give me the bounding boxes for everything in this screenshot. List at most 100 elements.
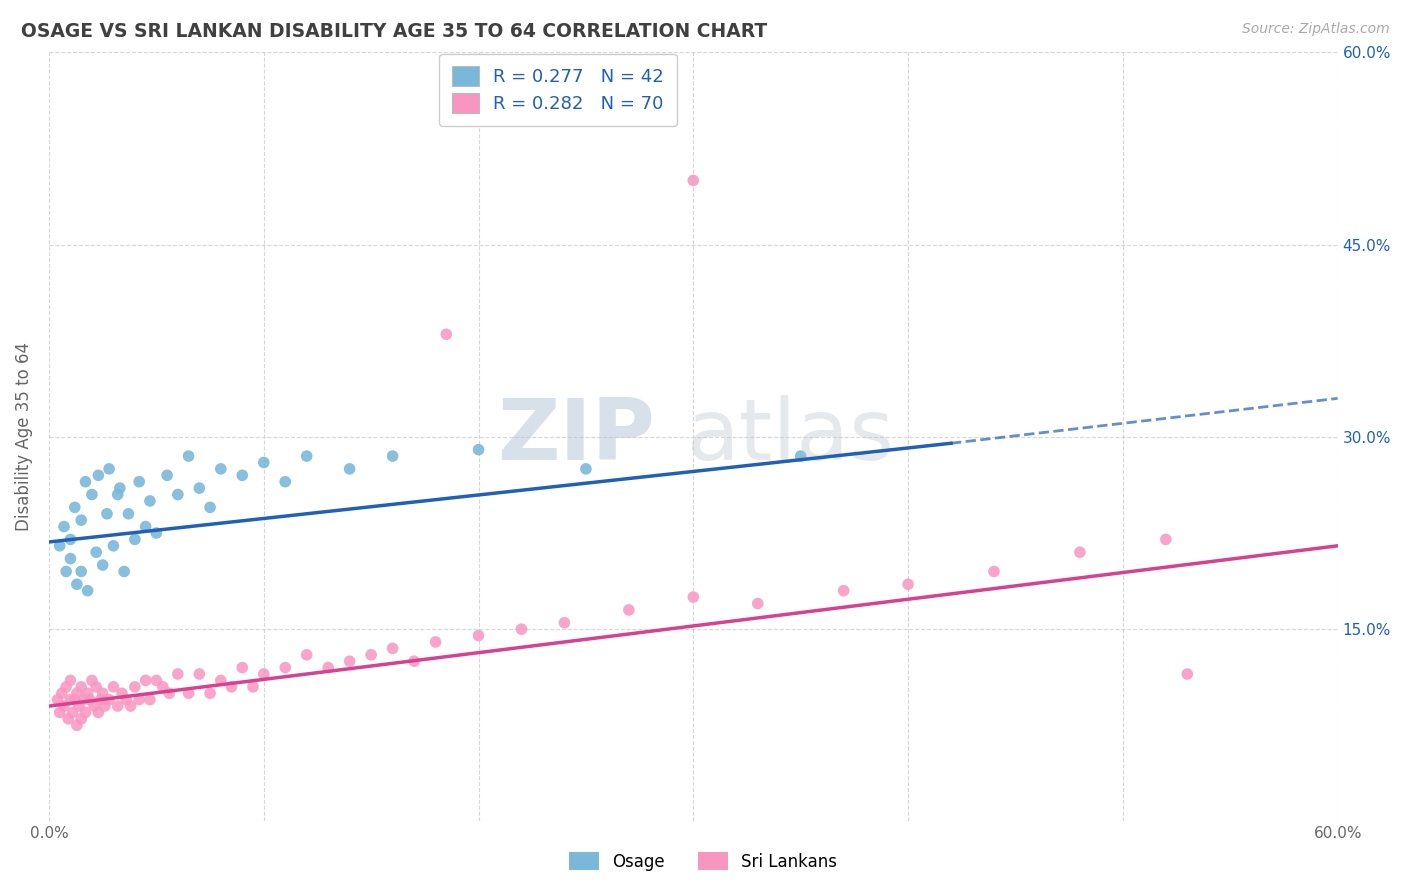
Point <box>253 667 276 681</box>
Point <box>53 519 76 533</box>
Point <box>76 583 98 598</box>
Point <box>124 680 146 694</box>
Point <box>59 673 82 688</box>
Point <box>62 706 84 720</box>
Point <box>87 706 110 720</box>
Point <box>128 475 150 489</box>
Point <box>135 519 157 533</box>
Point <box>91 686 114 700</box>
Text: atlas: atlas <box>688 395 894 478</box>
Point <box>221 680 243 694</box>
Point <box>107 699 129 714</box>
Point <box>231 468 253 483</box>
Point <box>1069 545 1091 559</box>
Point <box>156 468 179 483</box>
Point <box>682 173 704 187</box>
Point <box>145 673 167 688</box>
Point <box>166 667 188 681</box>
Point <box>339 654 361 668</box>
Point <box>63 500 86 515</box>
Point <box>274 660 297 674</box>
Point <box>76 686 98 700</box>
Point <box>339 462 361 476</box>
Point <box>53 699 76 714</box>
Point <box>63 692 86 706</box>
Legend: R = 0.277   N = 42, R = 0.282   N = 70: R = 0.277 N = 42, R = 0.282 N = 70 <box>439 54 676 126</box>
Point <box>70 565 93 579</box>
Point <box>107 487 129 501</box>
Y-axis label: Disability Age 35 to 64: Disability Age 35 to 64 <box>15 343 32 532</box>
Point <box>75 475 97 489</box>
Point <box>98 692 121 706</box>
Point <box>83 699 105 714</box>
Point <box>117 507 139 521</box>
Point <box>177 686 200 700</box>
Point <box>188 481 211 495</box>
Point <box>553 615 575 630</box>
Point <box>55 680 77 694</box>
Point <box>75 706 97 720</box>
Point <box>381 449 404 463</box>
Point <box>80 487 103 501</box>
Point <box>381 641 404 656</box>
Point <box>70 513 93 527</box>
Point <box>79 692 101 706</box>
Point <box>198 500 221 515</box>
Point <box>70 680 93 694</box>
Point <box>94 699 117 714</box>
Point <box>51 686 73 700</box>
Point <box>747 597 769 611</box>
Point <box>789 449 811 463</box>
Point <box>112 565 135 579</box>
Point <box>59 692 82 706</box>
Point <box>59 551 82 566</box>
Text: Source: ZipAtlas.com: Source: ZipAtlas.com <box>1241 22 1389 37</box>
Point <box>295 449 318 463</box>
Point <box>124 533 146 547</box>
Point <box>120 699 142 714</box>
Point <box>145 526 167 541</box>
Point <box>360 648 382 662</box>
Point <box>48 539 70 553</box>
Point <box>46 692 69 706</box>
Point <box>177 449 200 463</box>
Point <box>89 692 111 706</box>
Point <box>316 660 339 674</box>
Point <box>128 692 150 706</box>
Point <box>103 539 125 553</box>
Point <box>295 648 318 662</box>
Point <box>575 462 598 476</box>
Text: OSAGE VS SRI LANKAN DISABILITY AGE 35 TO 64 CORRELATION CHART: OSAGE VS SRI LANKAN DISABILITY AGE 35 TO… <box>21 22 768 41</box>
Point <box>617 603 640 617</box>
Point <box>467 629 489 643</box>
Point <box>425 635 447 649</box>
Point <box>188 667 211 681</box>
Point <box>157 686 180 700</box>
Point <box>274 475 297 489</box>
Point <box>59 533 82 547</box>
Text: ZIP: ZIP <box>496 395 655 478</box>
Point <box>404 654 426 668</box>
Point <box>103 680 125 694</box>
Point <box>66 718 89 732</box>
Point <box>832 583 855 598</box>
Point <box>166 487 188 501</box>
Point <box>682 590 704 604</box>
Point <box>66 686 89 700</box>
Point <box>48 706 70 720</box>
Point <box>58 712 80 726</box>
Point <box>80 673 103 688</box>
Point <box>152 680 174 694</box>
Point <box>135 673 157 688</box>
Point <box>231 660 253 674</box>
Point <box>983 565 1005 579</box>
Point <box>87 468 110 483</box>
Point <box>1175 667 1198 681</box>
Point <box>96 507 118 521</box>
Point <box>72 692 94 706</box>
Point <box>198 686 221 700</box>
Point <box>84 680 107 694</box>
Point <box>242 680 264 694</box>
Point <box>91 558 114 572</box>
Point <box>66 577 89 591</box>
